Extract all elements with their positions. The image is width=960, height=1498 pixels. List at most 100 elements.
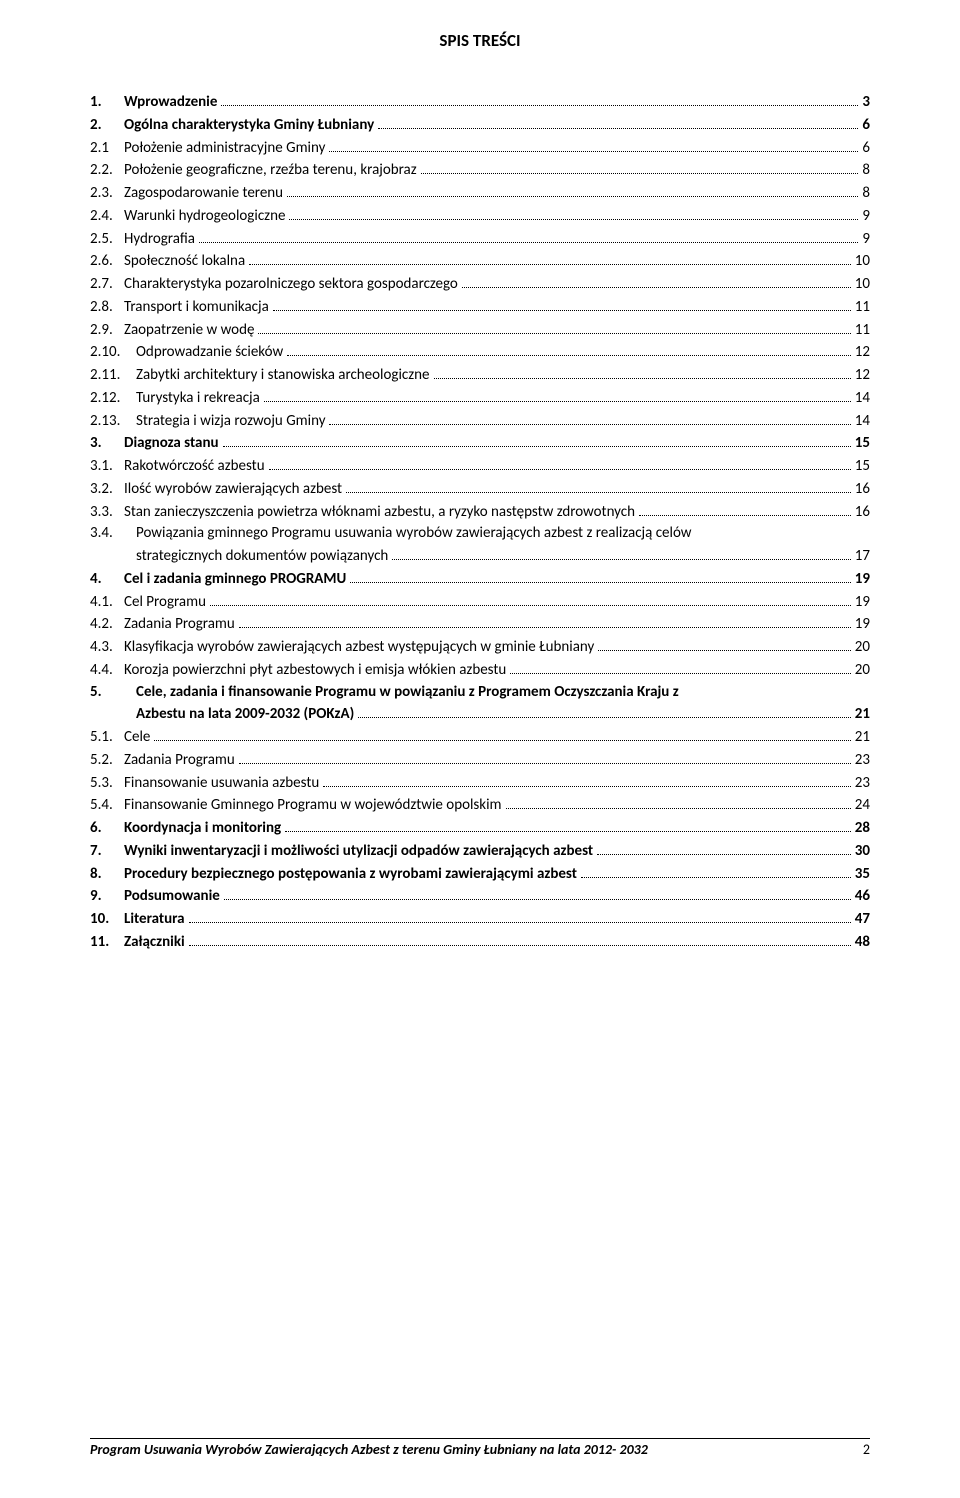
toc-entry-continuation: Azbestu na lata 2009-2032 (POKzA)21	[90, 703, 870, 726]
toc-label: Transport i komunikacja	[124, 297, 269, 319]
toc-entry: 2.2.Położenie geograficzne, rzeźba teren…	[90, 159, 870, 182]
toc-leader	[346, 478, 851, 493]
toc-label: Turystyka i rekreacja	[136, 388, 260, 410]
toc-leader	[287, 182, 858, 197]
toc-label: Koordynacja i monitoring	[124, 818, 281, 840]
toc-entry: 2.8.Transport i komunikacja11	[90, 296, 870, 319]
toc-number: 5.	[90, 682, 136, 704]
toc-number: 4.2.	[90, 614, 124, 636]
toc-label: Cel i zadania gminnego PROGRAMU	[124, 569, 346, 591]
toc-entry: 2.12.Turystyka i rekreacja14	[90, 387, 870, 410]
toc-number: 2.10.	[90, 342, 136, 364]
toc-label: Cele, zadania i finansowanie Programu w …	[136, 682, 679, 704]
toc-label: Podsumowanie	[124, 886, 220, 908]
toc-entry: 3.Diagnoza stanu15	[90, 432, 870, 455]
toc-page: 8	[862, 183, 870, 205]
toc-label: Finansowanie Gminnego Programu w wojewód…	[124, 795, 502, 817]
toc-number: 4.3.	[90, 637, 124, 659]
toc-number: 2.13.	[90, 411, 136, 433]
toc-number: 2.12.	[90, 388, 136, 410]
toc-page: 20	[855, 637, 870, 659]
toc-number: 2.1	[90, 138, 124, 160]
toc-number: 6.	[90, 818, 124, 840]
toc-label: Korozja powierzchni płyt azbestowych i e…	[124, 660, 506, 682]
toc-label: Finansowanie usuwania azbestu	[124, 773, 319, 795]
toc-label: Położenie administracyjne Gminy	[124, 138, 325, 160]
toc-number: 2.6.	[90, 251, 124, 273]
toc-number: 3.	[90, 433, 124, 455]
toc-leader	[421, 159, 859, 174]
toc-label: Literatura	[124, 909, 185, 931]
toc-entry: 3.2.Ilość wyrobów zawierających azbest16	[90, 478, 870, 501]
toc-page: 48	[855, 932, 870, 954]
toc-page: 10	[855, 274, 870, 296]
toc-leader	[189, 931, 851, 946]
toc-label: Rakotwórczość azbestu	[124, 456, 265, 478]
toc-entry: 3.1.Rakotwórczość azbestu15	[90, 455, 870, 478]
toc-entry: 2.11.Zabytki architektury i stanowiska a…	[90, 364, 870, 387]
toc-page: 19	[855, 569, 870, 591]
footer-page-number: 2	[863, 1441, 870, 1458]
toc-number: 4.1.	[90, 592, 124, 614]
toc-label: Załączniki	[124, 932, 185, 954]
toc-leader	[639, 501, 851, 516]
toc-label: Stan zanieczyszczenia powietrza włóknami…	[124, 502, 635, 524]
toc-leader	[287, 341, 851, 356]
toc-leader	[269, 455, 851, 470]
toc-leader	[273, 296, 851, 311]
toc-leader	[434, 364, 851, 379]
toc-label: Powiązania gminnego Programu usuwania wy…	[136, 523, 692, 545]
toc-label: Ogólna charakterystyka Gminy Łubniany	[124, 115, 374, 137]
toc-leader	[189, 908, 851, 923]
toc-entry: 8.Procedury bezpiecznego postępowania z …	[90, 863, 870, 886]
toc-leader	[350, 568, 850, 583]
toc-number: 3.1.	[90, 456, 124, 478]
toc-number: 3.3.	[90, 502, 124, 524]
toc-page: 21	[855, 727, 870, 749]
toc-entry: 1.Wprowadzenie3	[90, 91, 870, 114]
toc-leader	[221, 91, 858, 106]
toc-number: 2.	[90, 115, 124, 137]
toc-number: 2.4.	[90, 206, 124, 228]
toc-number: 7.	[90, 841, 124, 863]
toc-leader	[249, 250, 851, 265]
toc-number: 11.	[90, 932, 124, 954]
toc-leader	[154, 726, 850, 741]
toc-number: 2.2.	[90, 160, 124, 182]
toc-number: 4.4.	[90, 660, 124, 682]
toc-page: 47	[855, 909, 870, 931]
toc-page: 8	[862, 160, 870, 182]
toc-entry: 2.7.Charakterystyka pozarolniczego sekto…	[90, 273, 870, 296]
toc-label: Odprowadzanie ścieków	[136, 342, 283, 364]
page-title: SPIS TREŚCI	[90, 30, 870, 51]
toc-page: 16	[855, 479, 870, 501]
toc-label: Położenie geograficzne, rzeźba terenu, k…	[124, 160, 417, 182]
toc-entry: 4.Cel i zadania gminnego PROGRAMU19	[90, 568, 870, 591]
toc-label: Zagospodarowanie terenu	[124, 183, 283, 205]
toc-entry: 2.9.Zaopatrzenie w wodę11	[90, 319, 870, 342]
toc-number: 5.1.	[90, 727, 124, 749]
toc-leader	[258, 319, 850, 334]
toc-label: Zabytki architektury i stanowiska archeo…	[136, 365, 430, 387]
toc-leader	[285, 817, 851, 832]
toc-entry: 4.3.Klasyfikacja wyrobów zawierających a…	[90, 636, 870, 659]
toc-leader	[223, 432, 851, 447]
toc-entry: 2.6.Społeczność lokalna10	[90, 250, 870, 273]
toc-label: Wyniki inwentaryzacji i możliwości utyli…	[124, 841, 593, 863]
toc-entry: 2.4.Warunki hydrogeologiczne9	[90, 205, 870, 228]
toc-leader	[239, 749, 851, 764]
toc-label: Cel Programu	[124, 592, 206, 614]
toc-label: Cele	[124, 727, 150, 749]
toc-entry: 6.Koordynacja i monitoring28	[90, 817, 870, 840]
toc-entry-continuation: strategicznych dokumentów powiązanych17	[90, 545, 870, 568]
toc-label: Warunki hydrogeologiczne	[124, 206, 285, 228]
toc-leader	[392, 545, 850, 560]
toc-leader	[597, 840, 851, 855]
toc-entry: 2.10.Odprowadzanie ścieków12	[90, 341, 870, 364]
toc-number: 2.3.	[90, 183, 124, 205]
toc-number: 2.8.	[90, 297, 124, 319]
toc-entry: 2.5.Hydrografia9	[90, 228, 870, 251]
toc-leader	[323, 772, 851, 787]
toc-leader	[510, 659, 851, 674]
toc-entry: 3.4.Powiązania gminnego Programu usuwani…	[90, 523, 870, 545]
